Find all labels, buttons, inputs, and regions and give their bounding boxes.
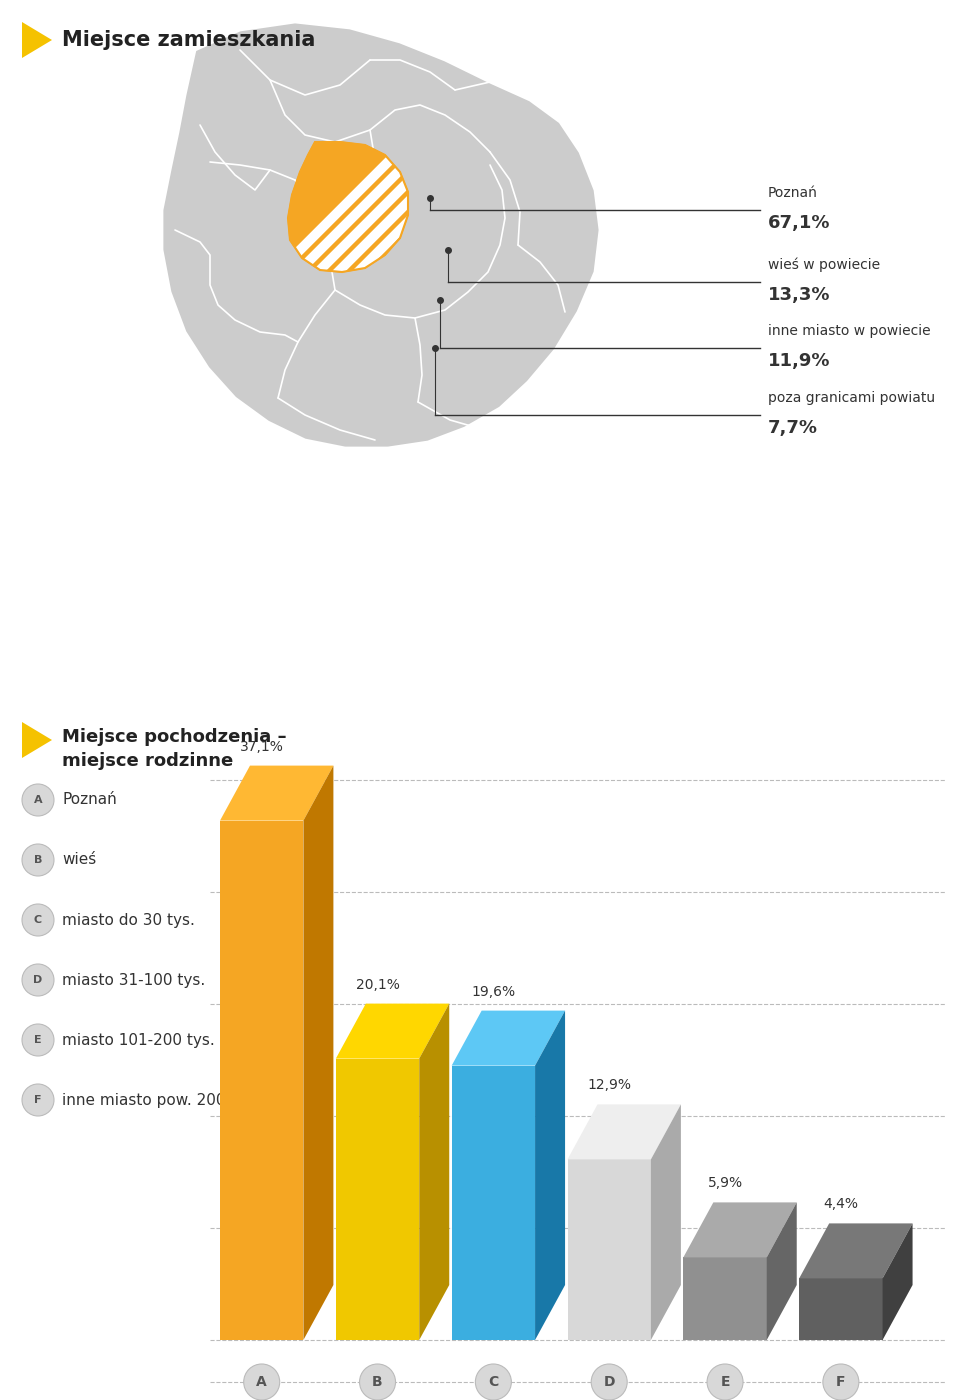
Text: C: C: [34, 916, 42, 925]
Circle shape: [591, 1364, 627, 1400]
Text: Miejsce zamieszkania: Miejsce zamieszkania: [62, 29, 316, 50]
Circle shape: [823, 1364, 859, 1400]
Circle shape: [360, 1364, 396, 1400]
Text: E: E: [35, 1035, 42, 1044]
Text: D: D: [34, 974, 42, 986]
Circle shape: [22, 784, 54, 816]
Text: miejsce rodzinne: miejsce rodzinne: [62, 752, 233, 770]
Circle shape: [22, 844, 54, 876]
Polygon shape: [684, 1257, 767, 1340]
Polygon shape: [767, 1203, 797, 1340]
Text: wieś w powiecie: wieś w powiecie: [768, 258, 880, 272]
Polygon shape: [567, 1105, 681, 1159]
Text: 37,1%: 37,1%: [240, 739, 283, 753]
Polygon shape: [288, 141, 408, 272]
Polygon shape: [162, 22, 600, 448]
Text: 19,6%: 19,6%: [471, 984, 516, 998]
Text: F: F: [35, 1095, 41, 1105]
Polygon shape: [567, 1159, 651, 1340]
Text: 5,9%: 5,9%: [708, 1176, 743, 1190]
Text: F: F: [836, 1375, 846, 1389]
Circle shape: [22, 904, 54, 937]
Circle shape: [22, 965, 54, 995]
Text: A: A: [256, 1375, 267, 1389]
Polygon shape: [303, 766, 333, 1340]
Text: 4,4%: 4,4%: [824, 1197, 858, 1211]
Circle shape: [244, 1364, 279, 1400]
Text: miasto do 30 tys.: miasto do 30 tys.: [62, 913, 195, 927]
Text: B: B: [372, 1375, 383, 1389]
Polygon shape: [420, 1004, 449, 1340]
Polygon shape: [799, 1278, 882, 1340]
Polygon shape: [451, 1011, 565, 1065]
Text: 13,3%: 13,3%: [768, 286, 830, 304]
Polygon shape: [882, 1224, 913, 1340]
Circle shape: [22, 1023, 54, 1056]
Text: 67,1%: 67,1%: [768, 214, 830, 232]
Text: B: B: [34, 855, 42, 865]
Text: Poznań: Poznań: [768, 186, 818, 200]
Polygon shape: [22, 22, 52, 57]
Text: miasto 31-100 tys.: miasto 31-100 tys.: [62, 973, 205, 987]
Polygon shape: [799, 1224, 913, 1278]
Text: Poznań: Poznań: [62, 792, 117, 808]
Circle shape: [22, 1084, 54, 1116]
Text: A: A: [34, 795, 42, 805]
Polygon shape: [651, 1105, 681, 1340]
Polygon shape: [220, 820, 303, 1340]
Text: C: C: [489, 1375, 498, 1389]
Text: inne miasto w powiecie: inne miasto w powiecie: [768, 323, 930, 337]
Polygon shape: [451, 1065, 535, 1340]
Text: miasto 101-200 tys.: miasto 101-200 tys.: [62, 1033, 215, 1047]
Text: E: E: [720, 1375, 730, 1389]
Polygon shape: [336, 1058, 420, 1340]
Circle shape: [475, 1364, 512, 1400]
Text: Miejsce pochodzenia –: Miejsce pochodzenia –: [62, 728, 287, 746]
Text: poza granicami powiatu: poza granicami powiatu: [768, 391, 935, 405]
Polygon shape: [22, 722, 52, 757]
Text: 7,7%: 7,7%: [768, 419, 818, 437]
Polygon shape: [684, 1203, 797, 1257]
Text: inne miasto pow. 200 tys.: inne miasto pow. 200 tys.: [62, 1092, 258, 1107]
Text: 11,9%: 11,9%: [768, 351, 830, 370]
Circle shape: [707, 1364, 743, 1400]
Text: D: D: [604, 1375, 615, 1389]
Text: 20,1%: 20,1%: [355, 977, 399, 991]
Text: wieś: wieś: [62, 853, 96, 868]
Polygon shape: [535, 1011, 565, 1340]
Polygon shape: [336, 1004, 449, 1058]
Polygon shape: [220, 766, 333, 820]
Text: 12,9%: 12,9%: [588, 1078, 632, 1092]
